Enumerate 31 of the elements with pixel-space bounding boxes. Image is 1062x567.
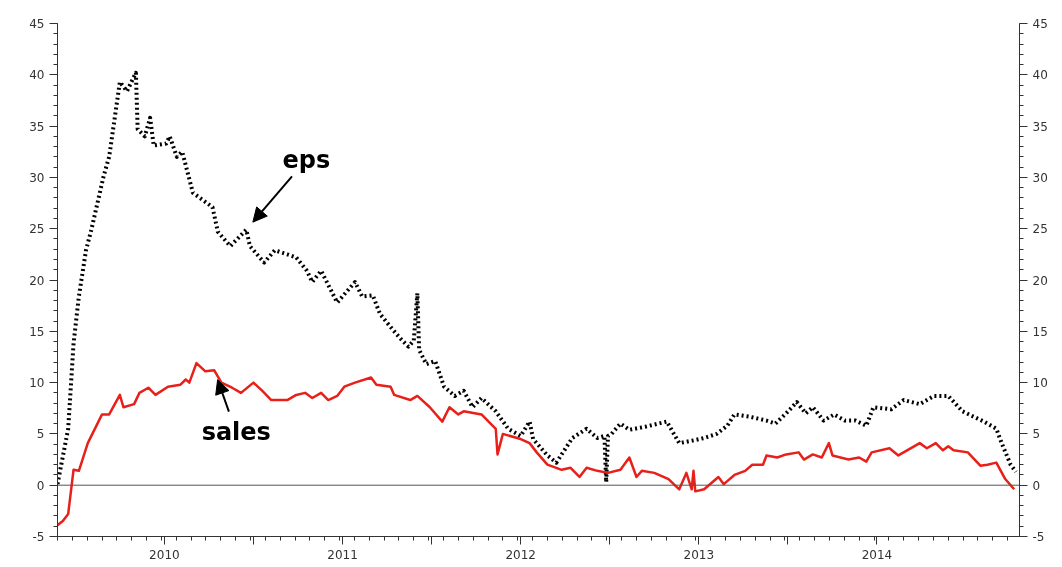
y2-tick-label: 40 (1032, 68, 1048, 83)
y-tick-label: 30 (29, 170, 45, 185)
x-tick-label: 2013 (683, 547, 715, 562)
y2-tick-label: 45 (1032, 17, 1048, 31)
y2-tick-label: 30 (1032, 170, 1048, 185)
y-tick-label: 35 (29, 119, 45, 134)
y-tick-label: -5 (32, 530, 45, 544)
line-series (57, 361, 1016, 527)
y-tick-label: 0 (36, 478, 45, 493)
y2-tick-label: 10 (1032, 376, 1048, 391)
y2-tick-label: -5 (1032, 530, 1045, 544)
y-tick-label: 15 (29, 324, 45, 339)
y-tick-label: 40 (29, 68, 45, 83)
y2-tick-label: 5 (1032, 427, 1041, 442)
y2-tick-label: 20 (1032, 273, 1048, 288)
line-series (57, 70, 1018, 487)
y2-tick-label: 25 (1032, 222, 1048, 237)
x-tick-label: 2012 (505, 547, 536, 562)
x-tick-label: 2010 (149, 547, 180, 562)
x-tick-label: 2014 (861, 547, 893, 562)
y-tick-label: 20 (29, 273, 45, 288)
x-tick-label: 2011 (327, 547, 358, 562)
y2-tick-label: 0 (1032, 478, 1041, 493)
y2-tick-label: 35 (1032, 119, 1048, 134)
annotation: sales (201, 418, 271, 447)
y-tick-label: 5 (36, 427, 45, 442)
y-tick-label: 45 (29, 17, 45, 31)
y2-tick-label: 15 (1032, 324, 1048, 339)
annotation: eps (282, 145, 331, 174)
y-tick-label: 25 (29, 222, 45, 237)
y-tick-label: 10 (29, 376, 45, 391)
